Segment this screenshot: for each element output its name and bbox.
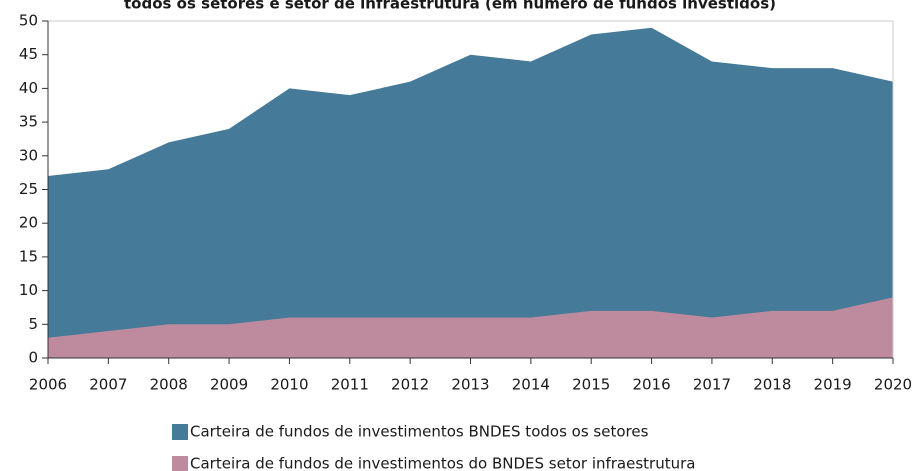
y-tick-label: 30: [19, 146, 38, 164]
x-tick-label: 2010: [270, 376, 308, 394]
x-tick-label: 2012: [391, 376, 429, 394]
x-tick-label: 2006: [29, 376, 67, 394]
x-tick-label: 2011: [331, 376, 369, 394]
y-tick-label: 40: [19, 79, 38, 97]
x-tick-label: 2015: [572, 376, 610, 394]
area: [48, 297, 893, 358]
x-tick-label: 2018: [753, 376, 791, 394]
x-tick-label: 2019: [814, 376, 852, 394]
y-tick-label: 20: [19, 214, 38, 232]
x-tick-label: 2020: [874, 376, 912, 394]
y-tick-label: 25: [19, 180, 38, 198]
y-tick-label: 35: [19, 113, 38, 131]
x-tick-label: 2009: [210, 376, 248, 394]
x-tick-label: 2008: [150, 376, 188, 394]
y-tick-label: 45: [19, 45, 38, 63]
x-tick-label: 2007: [89, 376, 127, 394]
y-tick-label: 50: [19, 12, 38, 30]
legend-swatch: [172, 456, 188, 471]
x-tick-label: 2017: [693, 376, 731, 394]
legend-label: Carteira de fundos de investimentos BNDE…: [190, 423, 649, 441]
y-tick-label: 0: [28, 349, 38, 367]
x-tick-label: 2014: [512, 376, 550, 394]
x-tick-label: 2013: [451, 376, 489, 394]
y-tick-label: 15: [19, 247, 38, 265]
chart-title: todos os setores e setor de infraestrutu…: [124, 0, 776, 13]
legend-swatch: [172, 424, 188, 440]
y-tick-label: 10: [19, 281, 38, 299]
x-tick-label: 2016: [632, 376, 670, 394]
y-tick-label: 5: [28, 315, 38, 333]
legend-label: Carteira de fundos de investimentos do B…: [190, 455, 695, 471]
area: [48, 27, 893, 359]
